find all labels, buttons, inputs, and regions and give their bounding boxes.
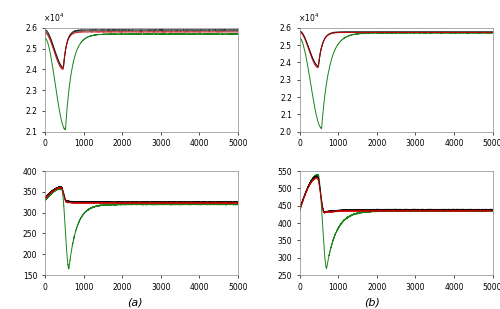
Text: $\times10^4$: $\times10^4$ (298, 11, 319, 24)
Text: (a): (a) (127, 298, 143, 308)
Text: $\times10^4$: $\times10^4$ (43, 11, 64, 24)
Text: (b): (b) (364, 298, 380, 308)
